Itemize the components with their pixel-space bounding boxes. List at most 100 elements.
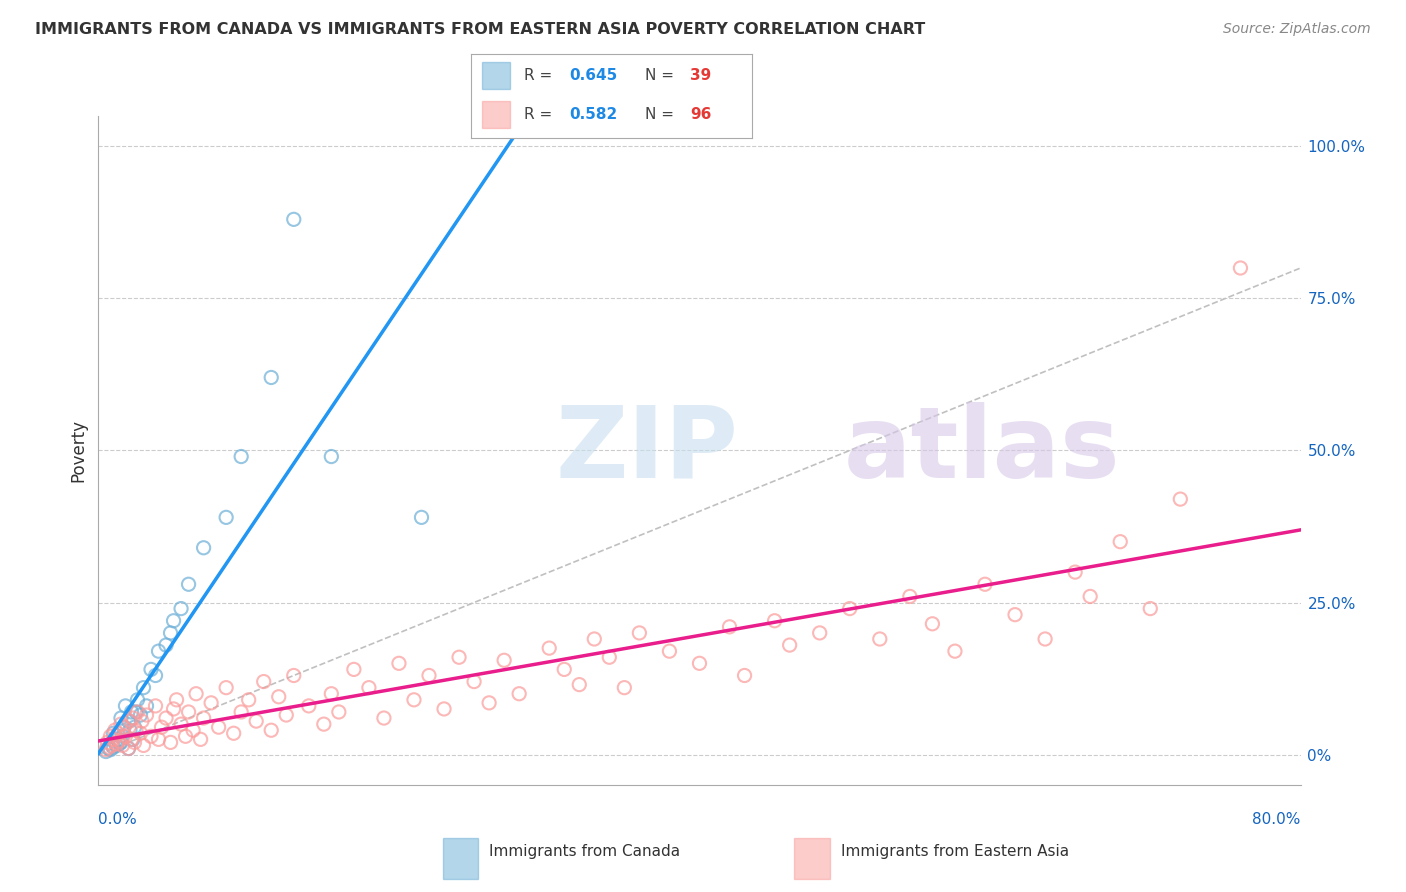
Point: [568, 678, 591, 692]
Point: [494, 653, 516, 667]
Point: [478, 696, 501, 710]
Point: [132, 681, 155, 695]
Point: [131, 714, 153, 728]
Point: [108, 737, 131, 751]
Text: R =: R =: [524, 68, 558, 83]
Point: [298, 698, 321, 713]
Point: [159, 735, 181, 749]
Point: [135, 708, 157, 723]
Point: [1229, 260, 1251, 275]
Text: Source: ZipAtlas.com: Source: ZipAtlas.com: [1223, 22, 1371, 37]
Point: [418, 668, 440, 682]
Point: [357, 681, 380, 695]
Point: [613, 681, 636, 695]
Point: [125, 705, 148, 719]
Point: [583, 632, 606, 646]
Point: [177, 577, 200, 591]
Point: [598, 650, 620, 665]
Point: [433, 702, 456, 716]
Point: [1139, 601, 1161, 615]
Point: [117, 741, 139, 756]
Y-axis label: Poverty: Poverty: [69, 419, 87, 482]
Point: [943, 644, 966, 658]
Text: atlas: atlas: [844, 402, 1121, 499]
Point: [159, 626, 181, 640]
Point: [96, 735, 118, 749]
Point: [155, 638, 177, 652]
Text: N =: N =: [645, 68, 679, 83]
Point: [107, 732, 129, 747]
Point: [193, 711, 215, 725]
Text: 96: 96: [690, 107, 711, 122]
Point: [253, 674, 276, 689]
Point: [118, 714, 141, 728]
Text: N =: N =: [645, 107, 679, 122]
Point: [103, 726, 125, 740]
Point: [869, 632, 891, 646]
Text: 39: 39: [690, 68, 711, 83]
Point: [921, 616, 943, 631]
Point: [553, 662, 575, 676]
Point: [121, 705, 143, 719]
Point: [110, 735, 132, 749]
Point: [145, 668, 167, 682]
Point: [94, 744, 117, 758]
Point: [114, 729, 136, 743]
Point: [181, 723, 204, 738]
Point: [1109, 534, 1132, 549]
Point: [283, 212, 305, 227]
Point: [127, 705, 149, 719]
Point: [689, 657, 711, 671]
Text: 0.582: 0.582: [569, 107, 617, 122]
Point: [112, 720, 135, 734]
Point: [162, 702, 184, 716]
Point: [145, 698, 167, 713]
Point: [148, 732, 170, 747]
Text: Immigrants from Eastern Asia: Immigrants from Eastern Asia: [841, 845, 1069, 859]
Point: [122, 711, 145, 725]
Text: Immigrants from Canada: Immigrants from Canada: [489, 845, 681, 859]
Point: [170, 601, 193, 615]
Text: ZIP: ZIP: [555, 402, 738, 499]
Point: [411, 510, 433, 524]
Bar: [482, 101, 510, 128]
Point: [260, 370, 283, 384]
Point: [718, 620, 741, 634]
Point: [343, 662, 366, 676]
Point: [111, 729, 134, 743]
Point: [215, 510, 238, 524]
Point: [402, 693, 425, 707]
Point: [231, 705, 253, 719]
Point: [1170, 492, 1192, 507]
Point: [190, 732, 212, 747]
Point: [1004, 607, 1026, 622]
Point: [267, 690, 290, 704]
Point: [162, 614, 184, 628]
Point: [129, 708, 152, 723]
Point: [117, 714, 139, 728]
Point: [238, 693, 260, 707]
Point: [1064, 565, 1087, 579]
Point: [100, 729, 122, 743]
Point: [139, 729, 162, 743]
Text: 80.0%: 80.0%: [1253, 812, 1301, 827]
Point: [170, 717, 193, 731]
Point: [129, 726, 152, 740]
Point: [108, 734, 131, 748]
Point: [155, 711, 177, 725]
Point: [463, 674, 485, 689]
Bar: [482, 62, 510, 89]
Point: [127, 693, 149, 707]
Point: [124, 735, 146, 749]
Point: [658, 644, 681, 658]
Point: [808, 626, 831, 640]
Point: [101, 739, 124, 753]
Point: [184, 687, 207, 701]
Point: [508, 687, 530, 701]
Point: [193, 541, 215, 555]
Point: [150, 720, 173, 734]
Point: [122, 732, 145, 747]
Point: [276, 708, 298, 723]
Point: [104, 723, 127, 738]
Text: IMMIGRANTS FROM CANADA VS IMMIGRANTS FROM EASTERN ASIA POVERTY CORRELATION CHART: IMMIGRANTS FROM CANADA VS IMMIGRANTS FRO…: [35, 22, 925, 37]
